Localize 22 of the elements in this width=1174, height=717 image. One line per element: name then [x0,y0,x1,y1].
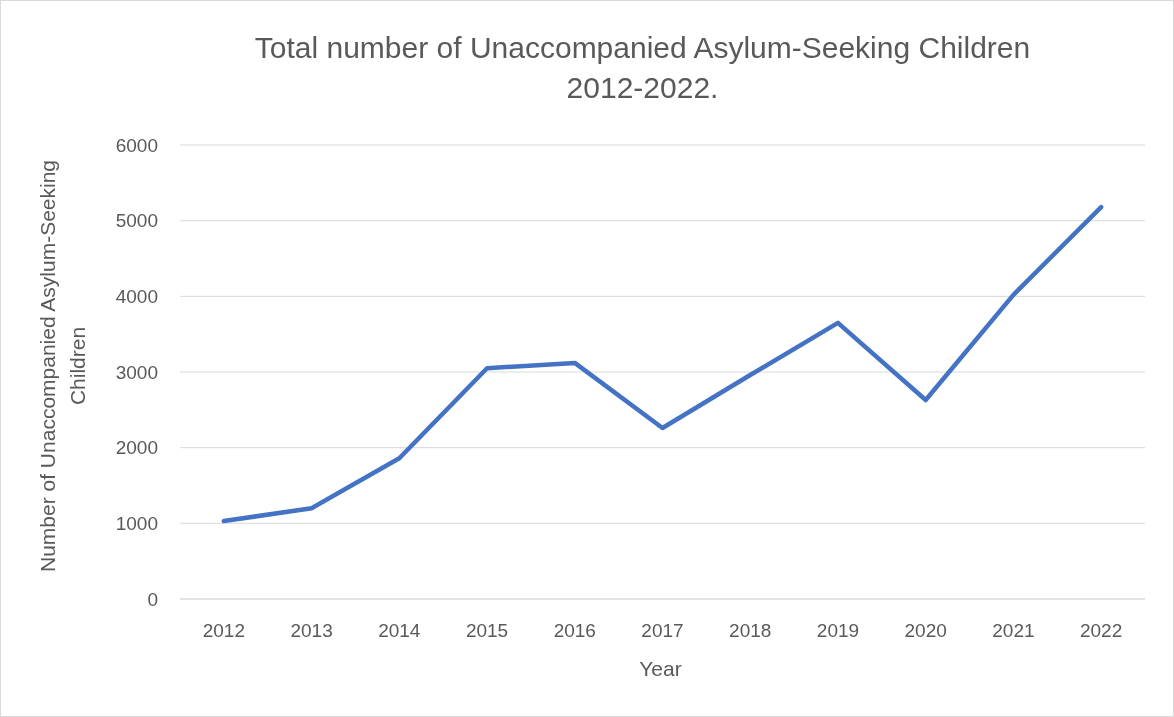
x-tick-label: 2018 [729,620,772,641]
line-series [221,204,1104,524]
x-tick-label: 2022 [1080,620,1123,641]
x-axis-title: Year [639,657,682,680]
y-tick-label: 3000 [115,361,158,383]
y-tick-label: 2000 [115,437,158,459]
y-tick-label: 4000 [115,285,158,307]
x-tick-label: 2016 [553,620,596,641]
y-tick-label: 1000 [115,512,158,534]
y-tick-label: 5000 [115,210,158,232]
x-tick-label: 2015 [465,620,509,641]
y-axis-title: Number of Unaccompanied Asylum-Seeking Children [36,159,89,573]
x-tick-label: 2017 [641,620,684,641]
x-tick-label: 2014 [378,620,421,641]
x-tick-label: 2019 [816,620,860,641]
chart-title: Total number of Unaccompanied Asylum-Seeking Children 2012-2022. [254,31,1031,104]
y-tick-label: 6000 [115,134,158,156]
x-tick-label: 2020 [904,620,947,641]
x-tick-label: 2013 [290,620,333,641]
x-tick-label: 2021 [992,620,1035,641]
x-tick-label: 2012 [202,620,245,641]
y-tick-label: 0 [147,588,158,610]
